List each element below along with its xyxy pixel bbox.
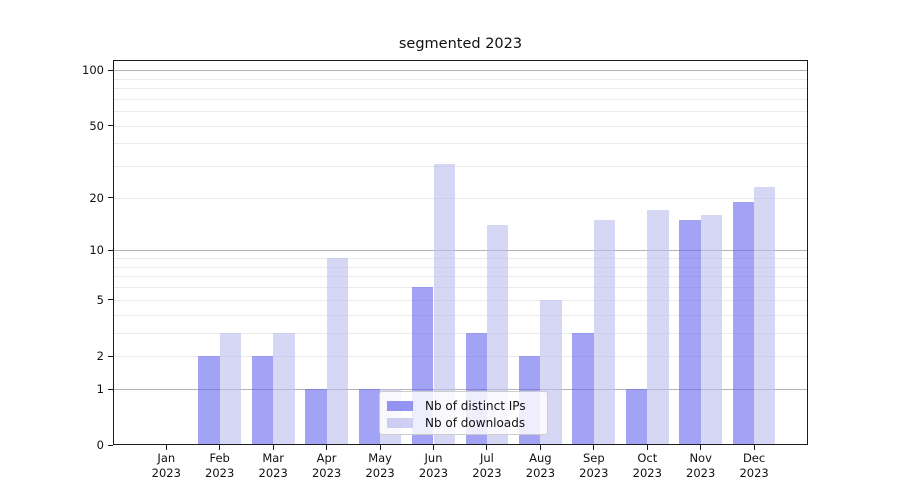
bar-distinct-ips xyxy=(251,356,274,444)
x-tick-label: Mar 2023 xyxy=(258,451,288,480)
bar-distinct-ips xyxy=(732,201,755,444)
x-tick-label: Jun 2023 xyxy=(418,451,449,480)
legend-label: Nb of downloads xyxy=(425,415,526,430)
y-tick-label: 1 xyxy=(96,382,104,396)
bar-downloads xyxy=(647,210,669,444)
minor-gridline xyxy=(113,314,808,316)
minor-gridline xyxy=(113,78,808,80)
minor-gridline xyxy=(113,166,808,168)
x-tick-mark xyxy=(272,445,274,450)
x-tick-mark xyxy=(753,445,755,450)
x-tick-mark xyxy=(700,445,702,450)
x-tick-label: Oct 2023 xyxy=(632,451,662,480)
x-tick-mark xyxy=(593,445,595,450)
bar-distinct-ips xyxy=(358,389,381,444)
y-tick-mark xyxy=(108,197,113,199)
bar-downloads xyxy=(326,258,348,444)
bar-distinct-ips xyxy=(572,332,594,444)
legend-row: Nb of distinct IPs xyxy=(387,397,539,414)
decade-gridline xyxy=(113,70,808,71)
x-tick-label: Aug 2023 xyxy=(525,451,556,480)
y-tick-label: 2 xyxy=(96,349,104,363)
x-tick-mark xyxy=(379,445,381,450)
x-tick-label: Nov 2023 xyxy=(686,451,716,480)
x-tick-mark xyxy=(165,445,167,450)
bar-distinct-ips xyxy=(198,356,220,444)
x-tick-mark xyxy=(539,445,541,450)
minor-gridline xyxy=(113,143,808,145)
x-tick-label: Dec 2023 xyxy=(739,451,769,480)
minor-gridline xyxy=(113,258,808,260)
y-tick-mark xyxy=(108,299,113,301)
legend-swatch-distinct-ips xyxy=(387,400,413,411)
x-tick-label: Jul 2023 xyxy=(472,451,502,480)
bar-downloads xyxy=(593,219,616,444)
legend: Nb of distinct IPs Nb of downloads xyxy=(379,391,548,435)
x-tick-label: Sep 2023 xyxy=(579,451,609,480)
decade-gridline xyxy=(113,250,808,252)
minor-gridline xyxy=(113,332,808,334)
bar-distinct-ips xyxy=(679,219,701,444)
legend-label: Nb of distinct IPs xyxy=(425,398,526,413)
minor-gridline xyxy=(113,276,808,278)
y-tick-label: 5 xyxy=(96,292,104,307)
bar-downloads xyxy=(273,332,295,444)
y-tick-label: 0 xyxy=(96,438,104,452)
x-tick-label: Jan 2023 xyxy=(151,451,181,480)
x-tick-label: May 2023 xyxy=(365,451,395,480)
chart-title: segmented 2023 xyxy=(398,36,523,52)
minor-gridline xyxy=(113,266,808,268)
bar-downloads xyxy=(219,332,242,444)
legend-row: Nb of downloads xyxy=(387,414,539,431)
bar-distinct-ips xyxy=(305,389,327,444)
bar-distinct-ips xyxy=(625,389,648,444)
y-tick-mark xyxy=(108,355,113,357)
x-tick-mark xyxy=(432,445,435,450)
y-tick-label: 20 xyxy=(89,190,104,205)
x-tick-label: Feb 2023 xyxy=(205,451,235,480)
minor-gridline xyxy=(113,287,808,289)
bar-downloads xyxy=(700,214,723,444)
y-tick-label: 10 xyxy=(89,243,104,258)
y-tick-label: 50 xyxy=(89,118,104,133)
x-tick-mark xyxy=(646,445,648,450)
y-tick-mark xyxy=(108,125,113,127)
decade-gridline xyxy=(113,389,808,390)
major-gridline xyxy=(113,299,808,301)
y-tick-mark xyxy=(108,249,113,251)
y-tick-label: 100 xyxy=(82,63,104,77)
major-gridline xyxy=(113,125,808,127)
y-tick-mark xyxy=(108,444,113,446)
y-tick-mark xyxy=(108,69,113,71)
bar-downloads xyxy=(486,225,509,444)
y-tick-mark xyxy=(108,388,113,390)
minor-gridline xyxy=(113,87,808,89)
x-tick-mark xyxy=(326,445,328,450)
minor-gridline xyxy=(113,111,808,112)
legend-swatch-downloads xyxy=(387,417,413,428)
major-gridline xyxy=(113,197,808,199)
bar-downloads xyxy=(754,186,776,444)
major-gridline xyxy=(113,356,808,357)
x-tick-label: Apr 2023 xyxy=(311,451,342,480)
bar-downloads xyxy=(433,163,455,444)
x-tick-mark xyxy=(486,445,488,450)
minor-gridline xyxy=(113,98,808,100)
x-tick-mark xyxy=(219,445,221,450)
